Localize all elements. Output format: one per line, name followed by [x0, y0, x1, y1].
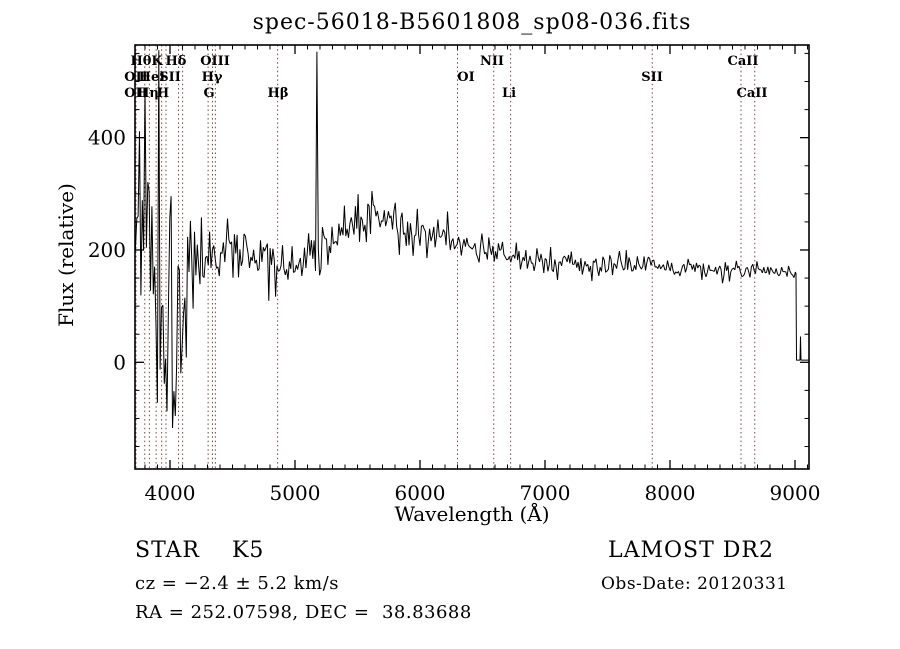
y-tick-label: 400	[88, 126, 126, 150]
x-tick-label: 4000	[145, 481, 196, 505]
y-tick-label: 0	[113, 350, 126, 374]
x-tick-label: 7000	[520, 481, 571, 505]
spectral-line-label: Hη	[137, 86, 159, 101]
spectral-line-label: H	[157, 86, 169, 101]
x-tick-label: 5000	[270, 481, 321, 505]
obsdate-text: Obs-Date: 20120331	[601, 574, 788, 594]
spectral-line-label: OIII	[200, 54, 230, 69]
cz-text: cz = −2.4 ± 5.2 km/s	[135, 573, 339, 594]
spectral-line-label: HeI	[139, 70, 166, 85]
spectral-line-label: Hβ	[268, 86, 289, 101]
spectral-line-label: Hδ	[166, 54, 187, 69]
spectral-line-label: NII	[480, 54, 504, 69]
classification-text: STAR K5	[135, 538, 265, 563]
spectral-line-label: CaII	[728, 54, 759, 69]
y-axis-label: Flux (relative)	[54, 183, 78, 327]
spectrum-trace	[134, 50, 809, 429]
spectral-line-label: K	[151, 54, 163, 69]
spectral-line-label: CaII	[737, 86, 768, 101]
spectral-line-label: OII	[124, 70, 148, 85]
spectral-line-label: OII	[124, 86, 148, 101]
spectral-line-label: SII	[641, 70, 663, 85]
x-tick-label: 9000	[770, 481, 821, 505]
spectral-line-label: Hθ	[131, 54, 152, 69]
x-tick-label: 8000	[645, 481, 696, 505]
spectral-line-label: OI	[457, 70, 474, 85]
spectral-line-label: G	[203, 86, 214, 101]
x-axis-label: Wavelength (Å)	[394, 502, 550, 526]
spectral-line-label: SII	[159, 70, 181, 85]
survey-text: LAMOST DR2	[608, 538, 774, 563]
spectral-line-label: Hγ	[202, 70, 223, 85]
plot-frame	[134, 44, 810, 470]
x-tick-label: 6000	[395, 481, 446, 505]
radec-text: RA = 252.07598, DEC = 38.83688	[135, 602, 472, 623]
spectral-line-label: Li	[502, 86, 516, 101]
y-tick-label: 200	[88, 238, 126, 262]
plot-title: spec-56018-B5601808_sp08-036.fits	[252, 10, 692, 35]
